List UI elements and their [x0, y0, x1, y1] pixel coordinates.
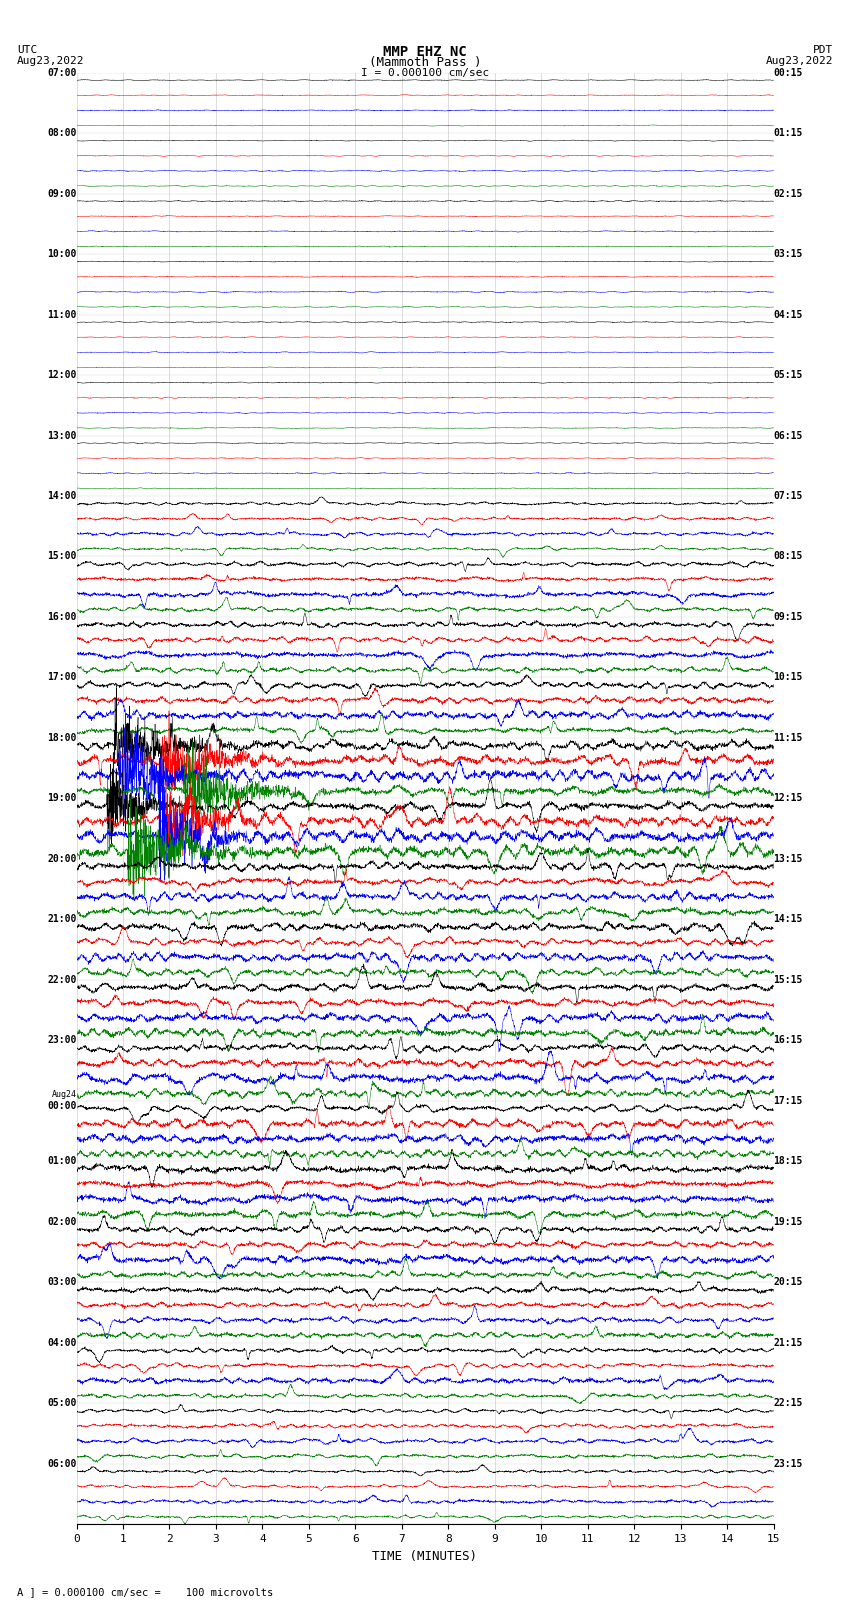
Text: 14:15: 14:15: [774, 915, 803, 924]
Text: 21:00: 21:00: [47, 915, 76, 924]
Text: 18:00: 18:00: [47, 732, 76, 744]
Text: 00:00: 00:00: [47, 1102, 76, 1111]
Text: 23:15: 23:15: [774, 1458, 803, 1469]
Text: 22:00: 22:00: [47, 974, 76, 986]
Text: UTC: UTC: [17, 45, 37, 55]
Text: I = 0.000100 cm/sec: I = 0.000100 cm/sec: [361, 68, 489, 77]
Text: 08:00: 08:00: [47, 127, 76, 139]
Text: 06:00: 06:00: [47, 1458, 76, 1469]
Text: 22:15: 22:15: [774, 1398, 803, 1408]
Text: 19:15: 19:15: [774, 1216, 803, 1227]
Text: 20:00: 20:00: [47, 853, 76, 865]
Text: 04:00: 04:00: [47, 1337, 76, 1348]
Text: 02:00: 02:00: [47, 1216, 76, 1227]
Text: 12:00: 12:00: [47, 369, 76, 381]
Text: 12:15: 12:15: [774, 794, 803, 803]
Text: 13:15: 13:15: [774, 853, 803, 865]
Text: A ] = 0.000100 cm/sec =    100 microvolts: A ] = 0.000100 cm/sec = 100 microvolts: [17, 1587, 273, 1597]
Text: 10:15: 10:15: [774, 673, 803, 682]
Text: 01:15: 01:15: [774, 127, 803, 139]
Text: 03:00: 03:00: [47, 1277, 76, 1287]
Text: 21:15: 21:15: [774, 1337, 803, 1348]
Text: 15:00: 15:00: [47, 552, 76, 561]
Text: 07:00: 07:00: [47, 68, 76, 77]
Text: 01:00: 01:00: [47, 1157, 76, 1166]
Text: 14:00: 14:00: [47, 490, 76, 502]
Text: 10:00: 10:00: [47, 248, 76, 260]
Text: Aug23,2022: Aug23,2022: [766, 56, 833, 66]
Text: 17:00: 17:00: [47, 673, 76, 682]
Text: 09:00: 09:00: [47, 189, 76, 198]
Text: Aug24: Aug24: [52, 1090, 76, 1098]
Text: 13:00: 13:00: [47, 431, 76, 440]
Text: 05:15: 05:15: [774, 369, 803, 381]
Text: 03:15: 03:15: [774, 248, 803, 260]
Text: 04:15: 04:15: [774, 310, 803, 319]
Text: 11:00: 11:00: [47, 310, 76, 319]
Text: 23:00: 23:00: [47, 1036, 76, 1045]
Text: 16:15: 16:15: [774, 1036, 803, 1045]
Text: 20:15: 20:15: [774, 1277, 803, 1287]
X-axis label: TIME (MINUTES): TIME (MINUTES): [372, 1550, 478, 1563]
Text: 19:00: 19:00: [47, 794, 76, 803]
Text: 17:15: 17:15: [774, 1095, 803, 1107]
Text: 11:15: 11:15: [774, 732, 803, 744]
Text: Aug23,2022: Aug23,2022: [17, 56, 84, 66]
Text: 06:15: 06:15: [774, 431, 803, 440]
Text: 09:15: 09:15: [774, 611, 803, 623]
Text: MMP EHZ NC: MMP EHZ NC: [383, 45, 467, 60]
Text: PDT: PDT: [813, 45, 833, 55]
Text: 08:15: 08:15: [774, 552, 803, 561]
Text: 16:00: 16:00: [47, 611, 76, 623]
Text: (Mammoth Pass ): (Mammoth Pass ): [369, 56, 481, 69]
Text: 02:15: 02:15: [774, 189, 803, 198]
Text: 00:15: 00:15: [774, 68, 803, 77]
Text: 07:15: 07:15: [774, 490, 803, 502]
Text: 15:15: 15:15: [774, 974, 803, 986]
Text: 18:15: 18:15: [774, 1157, 803, 1166]
Text: 05:00: 05:00: [47, 1398, 76, 1408]
